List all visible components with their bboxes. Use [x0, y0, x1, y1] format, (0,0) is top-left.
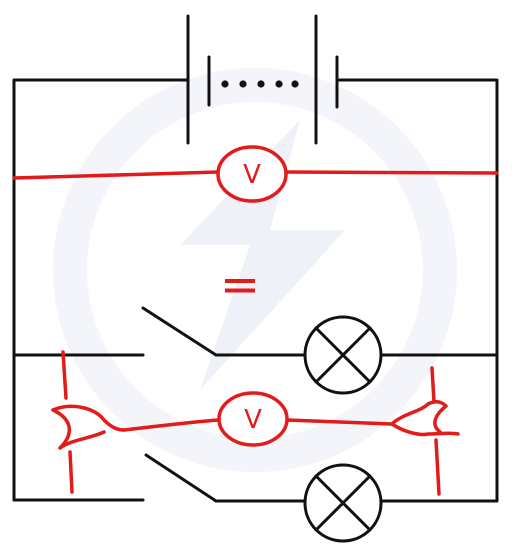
- watermark-logo: [53, 68, 457, 472]
- switch-2: [144, 453, 218, 503]
- red-annotations: =: [12, 170, 499, 496]
- equals-sign: =: [220, 257, 260, 313]
- battery-dot: [221, 80, 229, 88]
- voltmeter-top-label: V: [243, 160, 261, 190]
- wire-top-right: [335, 78, 499, 502]
- voltmeter-top: V: [216, 145, 288, 203]
- clip-left-jaw: [51, 404, 126, 450]
- battery: [186, 14, 339, 145]
- voltmeter-middle-label: V: [244, 405, 262, 435]
- clip-left-lead: [61, 350, 74, 494]
- lamp-2: [303, 463, 383, 543]
- voltmeter-wire-middle: [122, 418, 394, 432]
- circuit-wiring: [12, 78, 499, 503]
- clip-right-jaw: [390, 400, 460, 437]
- battery-dot: [239, 80, 247, 88]
- battery-dot: [257, 80, 265, 88]
- clip-right-lead: [430, 366, 441, 496]
- wire-top-left: [12, 78, 190, 502]
- voltmeter-wire-top: [12, 170, 499, 180]
- switch-1: [141, 306, 218, 357]
- battery-dot: [291, 80, 299, 88]
- lamp-1: [303, 315, 383, 395]
- voltmeter-middle: V: [217, 391, 289, 447]
- battery-dot: [275, 80, 283, 88]
